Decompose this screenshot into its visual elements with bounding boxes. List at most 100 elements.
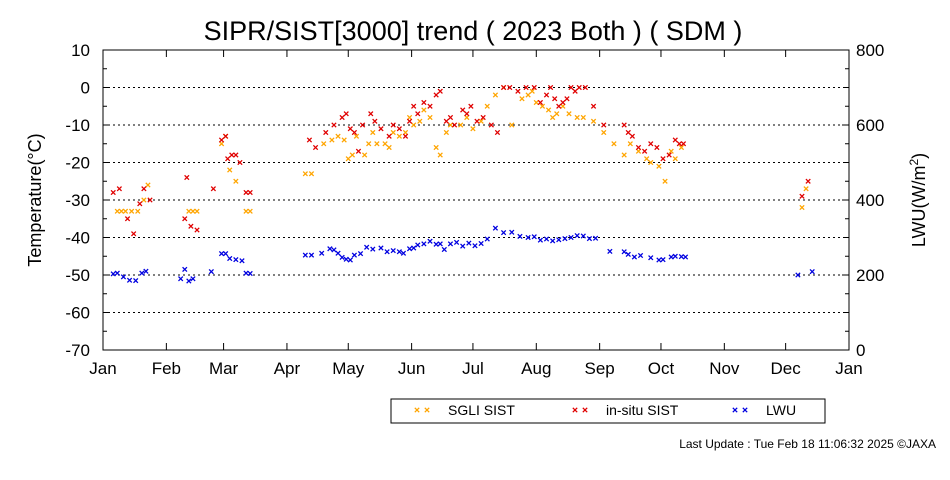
lwu-point [178, 276, 184, 282]
lwu-point [396, 249, 403, 255]
lwu-point [243, 270, 249, 276]
legend: SGLI SIST in-situ SIST LWU [390, 398, 826, 424]
lwu-point [370, 246, 376, 252]
insitu-sist-point [359, 122, 366, 128]
sgli-sist-point [411, 122, 417, 128]
insitu-sist-point [468, 103, 474, 109]
insitu-sist-point [601, 122, 607, 128]
lwu-point [143, 268, 149, 274]
insitu-sist-point [233, 152, 239, 158]
insitu-sist-point [443, 118, 450, 124]
right-tick-labels: 800 600 400 200 0 [856, 41, 884, 360]
sgli-sist-point [247, 208, 253, 214]
lwu-point [441, 246, 447, 253]
y2-tick-label: 200 [856, 266, 884, 285]
insitu-sist-point [306, 137, 313, 143]
lwu-point [227, 255, 233, 262]
lwu-point [795, 272, 801, 278]
lwu-point [233, 256, 239, 263]
insitu-sist-point [406, 118, 413, 124]
sgli-sist-point [644, 156, 650, 162]
sgli-sist-point [803, 186, 809, 192]
y2-tick-label: 0 [856, 341, 865, 360]
lwu-point [411, 245, 417, 251]
insitu-sist-point [222, 133, 229, 139]
insitu-sist-point [625, 129, 631, 136]
insitu-sist-point [635, 144, 642, 151]
insitu-sist-point [218, 137, 225, 143]
sgli-sist-point [799, 204, 805, 211]
insitu-sist-point [339, 114, 345, 121]
sgli-sist-point [678, 144, 685, 151]
lwu-point [672, 253, 678, 259]
sgli-sist-point [421, 107, 427, 113]
chart-title: SIPR/SIST[3000] trend ( 2023 Both ) ( SD… [204, 16, 743, 46]
sgli-sist-point [470, 126, 476, 132]
y-tick-label: 10 [71, 41, 90, 60]
insitu-sist-point [137, 201, 143, 207]
sgli-sist-point [335, 133, 341, 139]
y2-axis-label-sup: 2 [907, 159, 921, 166]
sgli-sist-point [145, 182, 151, 188]
lwu-point [319, 250, 325, 256]
insitu-sist-point [666, 152, 672, 158]
x-tick-label: Feb [152, 359, 181, 378]
insitu-sist-point [351, 129, 358, 136]
lwu-point [466, 240, 472, 246]
x-tick-label: Mar [209, 359, 239, 378]
sgli-sist-point [122, 208, 129, 214]
left-tick-labels: 10 0 -10 -20 -30 -40 -50 -60 -70 [65, 41, 90, 360]
insitu-sist-point [494, 129, 501, 136]
lwu-point [384, 249, 390, 255]
insitu-sist-point [210, 186, 217, 192]
sgli-sist-point [668, 148, 674, 154]
sgli-sist-point [539, 103, 546, 109]
insitu-sist-point [229, 152, 235, 158]
y2-tick-label: 600 [856, 116, 884, 135]
lwu-point [421, 241, 427, 247]
sgli-sist-point [478, 118, 484, 124]
x-tick-label: Aug [521, 359, 551, 378]
insitu-sist-point [415, 111, 421, 117]
lwu-point [437, 241, 443, 247]
insitu-sist-point [523, 84, 529, 91]
insitu-sist-point [427, 103, 433, 109]
y-tick-label: -70 [65, 341, 90, 360]
insitu-sist-point [547, 84, 554, 91]
insitu-sist-point [433, 92, 439, 98]
lwu-point [218, 250, 225, 257]
y-tick-label: -40 [65, 229, 90, 248]
x-tick-label: Jan [835, 359, 862, 378]
lwu-point [182, 266, 188, 273]
lwu-point [357, 250, 364, 257]
lwu-point [110, 271, 116, 277]
lwu-point [453, 239, 460, 246]
insitu-sist-point [437, 88, 443, 94]
lwu-point [327, 246, 333, 252]
insitu-sist-point [225, 156, 231, 162]
insitu-sist-point [116, 186, 123, 192]
sgli-sist-point [656, 163, 662, 169]
lwu-point [500, 229, 507, 236]
y-tick-label: -30 [65, 191, 90, 210]
lwu-point [682, 254, 689, 260]
sgli-sist-point [396, 133, 403, 139]
legend-marker [572, 407, 578, 413]
lwu-point [668, 254, 674, 260]
sgli-sist-point [447, 122, 454, 128]
insitu-sist-point [488, 122, 494, 128]
x-tick-label: May [332, 359, 365, 378]
insitu-sist-point [531, 84, 537, 91]
lwu-point [126, 277, 133, 283]
insitu-sist-point [556, 103, 562, 109]
insitu-sist-point [312, 144, 319, 151]
insitu-sist-point [537, 99, 544, 106]
insitu-sist-point [654, 144, 660, 151]
insitu-sist-point [480, 114, 486, 121]
lwu-point [556, 237, 562, 243]
lwu-point [427, 238, 433, 244]
last-update-text: Last Update : Tue Feb 18 11:06:32 2025 ©… [679, 437, 936, 451]
sgli-sist-point [519, 96, 525, 102]
sgli-sist-point [509, 122, 515, 128]
